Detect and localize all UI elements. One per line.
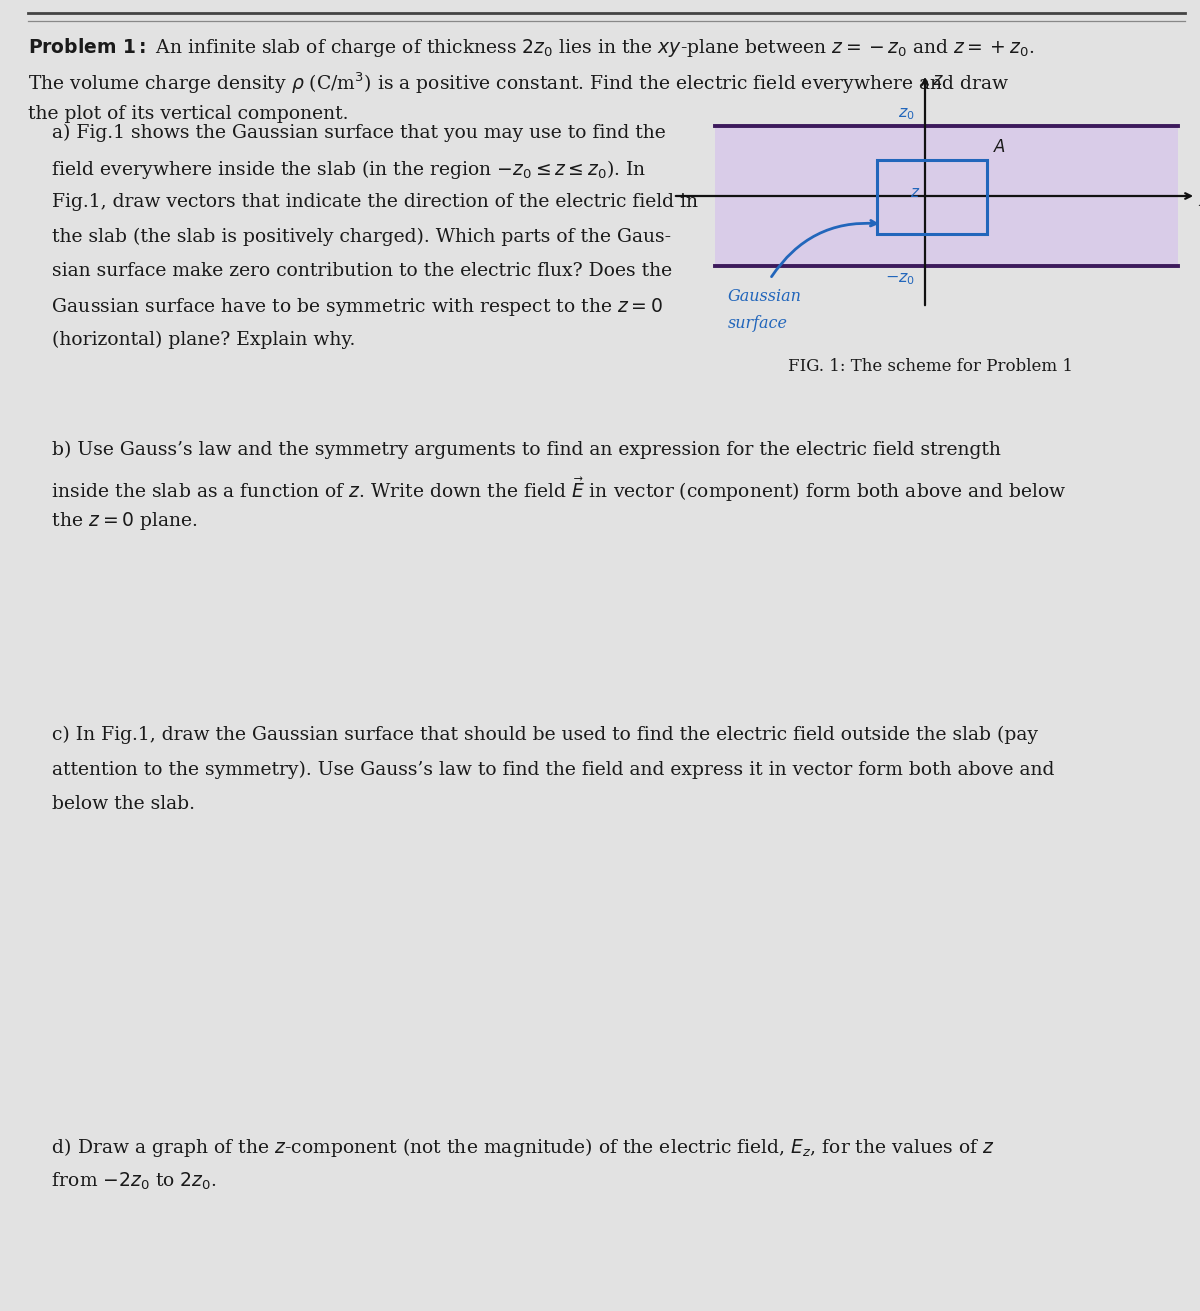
Text: the $z = 0$ plane.: the $z = 0$ plane. — [28, 510, 198, 532]
Text: inside the slab as a function of $z$. Write down the field $\vec{E}$ in vector (: inside the slab as a function of $z$. Wr… — [28, 476, 1067, 503]
Text: $z$: $z$ — [910, 186, 920, 201]
Bar — [715, 126, 1178, 266]
Text: surface: surface — [728, 315, 788, 332]
Text: below the slab.: below the slab. — [28, 794, 194, 813]
Text: (horizontal) plane? Explain why.: (horizontal) plane? Explain why. — [28, 330, 355, 349]
Text: Fig.1, draw vectors that indicate the direction of the electric field in: Fig.1, draw vectors that indicate the di… — [28, 193, 698, 211]
Text: attention to the symmetry). Use Gauss’s law to find the field and express it in : attention to the symmetry). Use Gauss’s … — [28, 760, 1055, 779]
Text: field everywhere inside the slab (in the region $-z_0 \leq z \leq z_0$). In: field everywhere inside the slab (in the… — [28, 159, 646, 181]
Text: The volume charge density $\rho$ (C/m$^3$) is a positive constant. Find the elec: The volume charge density $\rho$ (C/m$^3… — [28, 71, 1009, 96]
Text: d) Draw a graph of the $z$-component (not the magnitude) of the electric field, : d) Draw a graph of the $z$-component (no… — [28, 1137, 995, 1159]
Text: b) Use Gauss’s law and the symmetry arguments to find an expression for the elec: b) Use Gauss’s law and the symmetry argu… — [28, 440, 1001, 459]
Text: $z_0$: $z_0$ — [899, 105, 916, 122]
Text: $z$: $z$ — [932, 71, 944, 89]
Text: $\mathbf{Problem\ 1:}$ An infinite slab of charge of thickness $2z_0$ lies in th: $\mathbf{Problem\ 1:}$ An infinite slab … — [28, 35, 1034, 59]
Text: from $-2z_0$ to $2z_0$.: from $-2z_0$ to $2z_0$. — [28, 1171, 217, 1192]
Text: c) In Fig.1, draw the Gaussian surface that should be used to find the electric : c) In Fig.1, draw the Gaussian surface t… — [28, 726, 1038, 745]
Text: sian surface make zero contribution to the electric flux? Does the: sian surface make zero contribution to t… — [28, 262, 672, 281]
Text: Gaussian surface have to be symmetric with respect to the $z = 0$: Gaussian surface have to be symmetric wi… — [28, 296, 662, 319]
Bar — [877, 160, 986, 233]
Text: the plot of its vertical component.: the plot of its vertical component. — [28, 105, 348, 123]
Text: the slab (the slab is positively charged). Which parts of the Gaus-: the slab (the slab is positively charged… — [28, 228, 671, 245]
Text: Gaussian: Gaussian — [728, 288, 802, 305]
Text: $A$: $A$ — [994, 139, 1006, 156]
Text: $x$: $x$ — [1198, 191, 1200, 210]
Text: $-z_0$: $-z_0$ — [884, 270, 916, 287]
Text: FIG. 1: The scheme for Problem 1: FIG. 1: The scheme for Problem 1 — [787, 358, 1073, 375]
Text: a) Fig.1 shows the Gaussian surface that you may use to find the: a) Fig.1 shows the Gaussian surface that… — [28, 125, 666, 142]
